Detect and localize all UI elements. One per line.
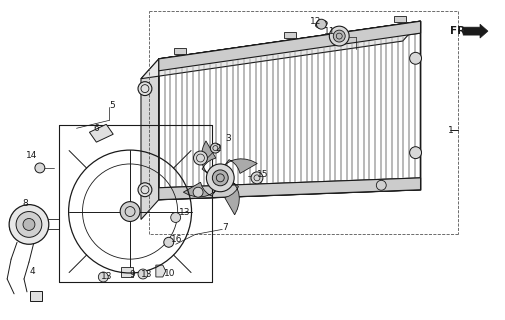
Polygon shape [183,182,216,197]
Polygon shape [283,32,295,38]
Text: 9: 9 [129,269,134,278]
Polygon shape [174,48,185,54]
Polygon shape [141,21,420,79]
Text: 2: 2 [215,144,221,153]
Text: 8: 8 [22,199,28,208]
Circle shape [250,172,263,184]
Polygon shape [121,267,133,277]
Circle shape [138,82,152,96]
Text: 4: 4 [30,267,35,276]
Circle shape [329,26,348,46]
Circle shape [212,170,228,186]
Circle shape [138,183,152,197]
Text: 16: 16 [170,235,182,244]
Polygon shape [30,291,42,301]
Polygon shape [159,21,420,200]
Text: 11: 11 [324,27,335,36]
Polygon shape [201,141,216,174]
Circle shape [206,164,234,192]
Text: 14: 14 [26,150,37,160]
Circle shape [16,212,42,237]
Circle shape [120,202,140,221]
Polygon shape [141,59,159,220]
Polygon shape [159,178,420,200]
Circle shape [138,269,147,279]
Circle shape [409,52,421,64]
Circle shape [409,147,421,159]
Text: 7: 7 [222,223,228,232]
Circle shape [9,204,48,244]
Circle shape [193,187,203,197]
Text: 10: 10 [164,268,175,277]
Circle shape [164,237,173,247]
Circle shape [210,143,220,153]
Circle shape [376,180,385,190]
Text: 12: 12 [309,17,320,26]
Polygon shape [393,16,405,22]
Circle shape [98,272,108,282]
Text: 1: 1 [447,126,453,135]
Text: 5: 5 [109,101,115,110]
Text: 15: 15 [257,170,268,180]
Text: 3: 3 [225,134,231,143]
Circle shape [316,19,326,29]
Polygon shape [89,124,113,142]
Polygon shape [224,181,239,215]
Circle shape [35,163,45,173]
Text: 6: 6 [93,124,99,133]
Text: 13: 13 [101,272,113,282]
Ellipse shape [315,20,327,28]
Polygon shape [462,24,487,38]
Text: 13: 13 [178,208,190,217]
Polygon shape [223,159,257,173]
Circle shape [23,219,35,230]
Text: 13: 13 [141,269,152,278]
Circle shape [170,212,180,222]
Text: FR.: FR. [449,26,469,36]
Polygon shape [159,178,420,200]
Polygon shape [159,21,420,71]
Polygon shape [156,265,166,277]
Circle shape [333,30,344,42]
Polygon shape [159,21,420,71]
Circle shape [193,151,207,165]
